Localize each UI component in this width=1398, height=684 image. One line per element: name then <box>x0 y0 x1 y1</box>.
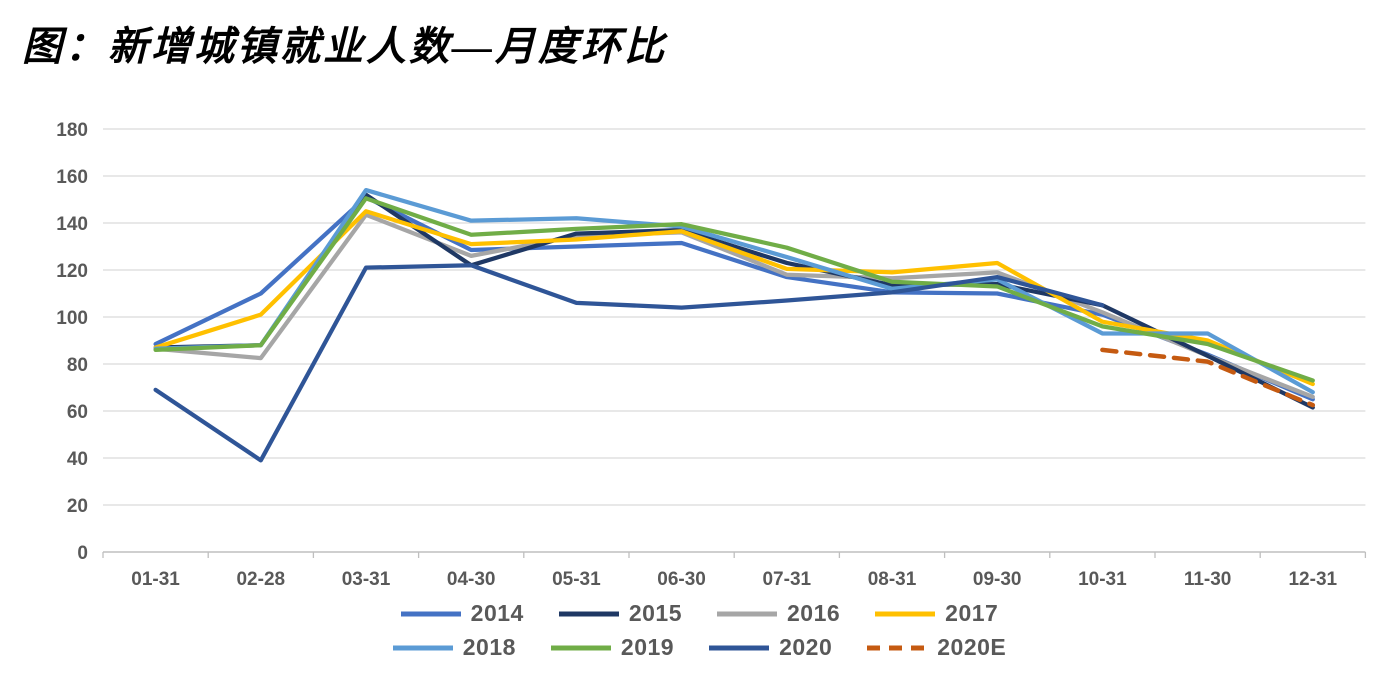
series-line-2015 <box>153 192 1315 410</box>
legend-item-2017: 2017 <box>874 600 998 627</box>
legend-label-2020E: 2020E <box>937 634 1007 660</box>
legend-row: 2018 2019 2020 2020E <box>392 634 1007 661</box>
x-axis-label-12-31: 12-31 <box>1288 569 1337 590</box>
y-axis-label-180: 180 <box>56 120 88 141</box>
x-axis-label-04-30: 04-30 <box>447 569 496 590</box>
legend-item-2014: 2014 <box>400 600 524 627</box>
y-axis-label-60: 60 <box>67 402 88 423</box>
series-line-2017 <box>153 209 1315 387</box>
legend-item-2018: 2018 <box>392 634 516 661</box>
legend-label-2014: 2014 <box>470 600 524 626</box>
x-axis-label-08-31: 08-31 <box>868 569 917 590</box>
legend-item-2020: 2020 <box>708 634 832 661</box>
series-line-2016 <box>153 212 1315 400</box>
legend-swatch-2019 <box>550 645 611 650</box>
line-chart: 0 20 40 60 80 100 120 140 160 180 01-31 02-28 03-31 0… <box>56 120 1367 590</box>
chart-title: 图：新增城镇就业人数—月度环比 <box>22 24 667 69</box>
series-line-2019 <box>153 196 1315 383</box>
series-line-2020 <box>153 263 1105 463</box>
legend-label-2020: 2020 <box>779 634 833 660</box>
x-axis-label-05-31: 05-31 <box>552 569 601 590</box>
legend-item-2015: 2015 <box>558 600 682 627</box>
y-axis-label-140: 140 <box>56 214 88 235</box>
series-line-2014 <box>153 195 1315 402</box>
legend-swatch-2017 <box>875 611 936 616</box>
x-axis-label-11-30: 11-30 <box>1184 569 1232 590</box>
legend-swatch-2018 <box>392 645 453 650</box>
legend-swatch-2020 <box>709 645 770 650</box>
series-line-2020E <box>1100 347 1316 408</box>
y-axis-label-80: 80 <box>67 355 88 376</box>
y-axis-label-120: 120 <box>56 261 88 282</box>
legend-label-2018: 2018 <box>462 634 516 660</box>
legend-row: 2014 2015 2016 2017 <box>400 600 999 627</box>
legend-item-2020E: 2020E <box>866 634 1006 661</box>
plot-area: 0 20 40 60 80 100 120 140 160 180 01-31 02-28 03-31 0… <box>0 95 1398 600</box>
legend-label-2017: 2017 <box>945 600 999 626</box>
x-axis-label-01-31: 01-31 <box>131 569 180 590</box>
legend-label-2016: 2016 <box>787 600 841 626</box>
legend-label-2019: 2019 <box>620 634 675 660</box>
legend-swatch-2020E <box>867 645 928 650</box>
legend-label-2015: 2015 <box>628 600 682 626</box>
legend-swatch-2015 <box>558 611 619 616</box>
series-line-2018 <box>153 187 1315 395</box>
legend-swatch-2016 <box>717 611 777 616</box>
x-axis-label-10-31: 10-31 <box>1078 569 1127 590</box>
legend-swatch-2014 <box>400 611 461 616</box>
x-axis-label-02-28: 02-28 <box>236 569 285 590</box>
y-axis-label-100: 100 <box>56 308 88 329</box>
x-axis-label-09-30: 09-30 <box>973 569 1022 590</box>
x-axis-label-07-31: 07-31 <box>762 569 811 590</box>
x-axis-label-06-30: 06-30 <box>657 569 706 590</box>
legend-item-2019: 2019 <box>550 634 674 661</box>
y-axis-label-20: 20 <box>67 496 88 517</box>
y-axis-label-0: 0 <box>77 543 88 564</box>
x-axis-label-03-31: 03-31 <box>342 569 391 590</box>
y-axis-label-160: 160 <box>56 167 88 188</box>
y-axis-label-40: 40 <box>67 449 88 470</box>
chart-legend: 2014 2015 2016 2017 2018 2019 2020 2020E <box>0 600 1398 661</box>
legend-item-2016: 2016 <box>716 600 840 627</box>
